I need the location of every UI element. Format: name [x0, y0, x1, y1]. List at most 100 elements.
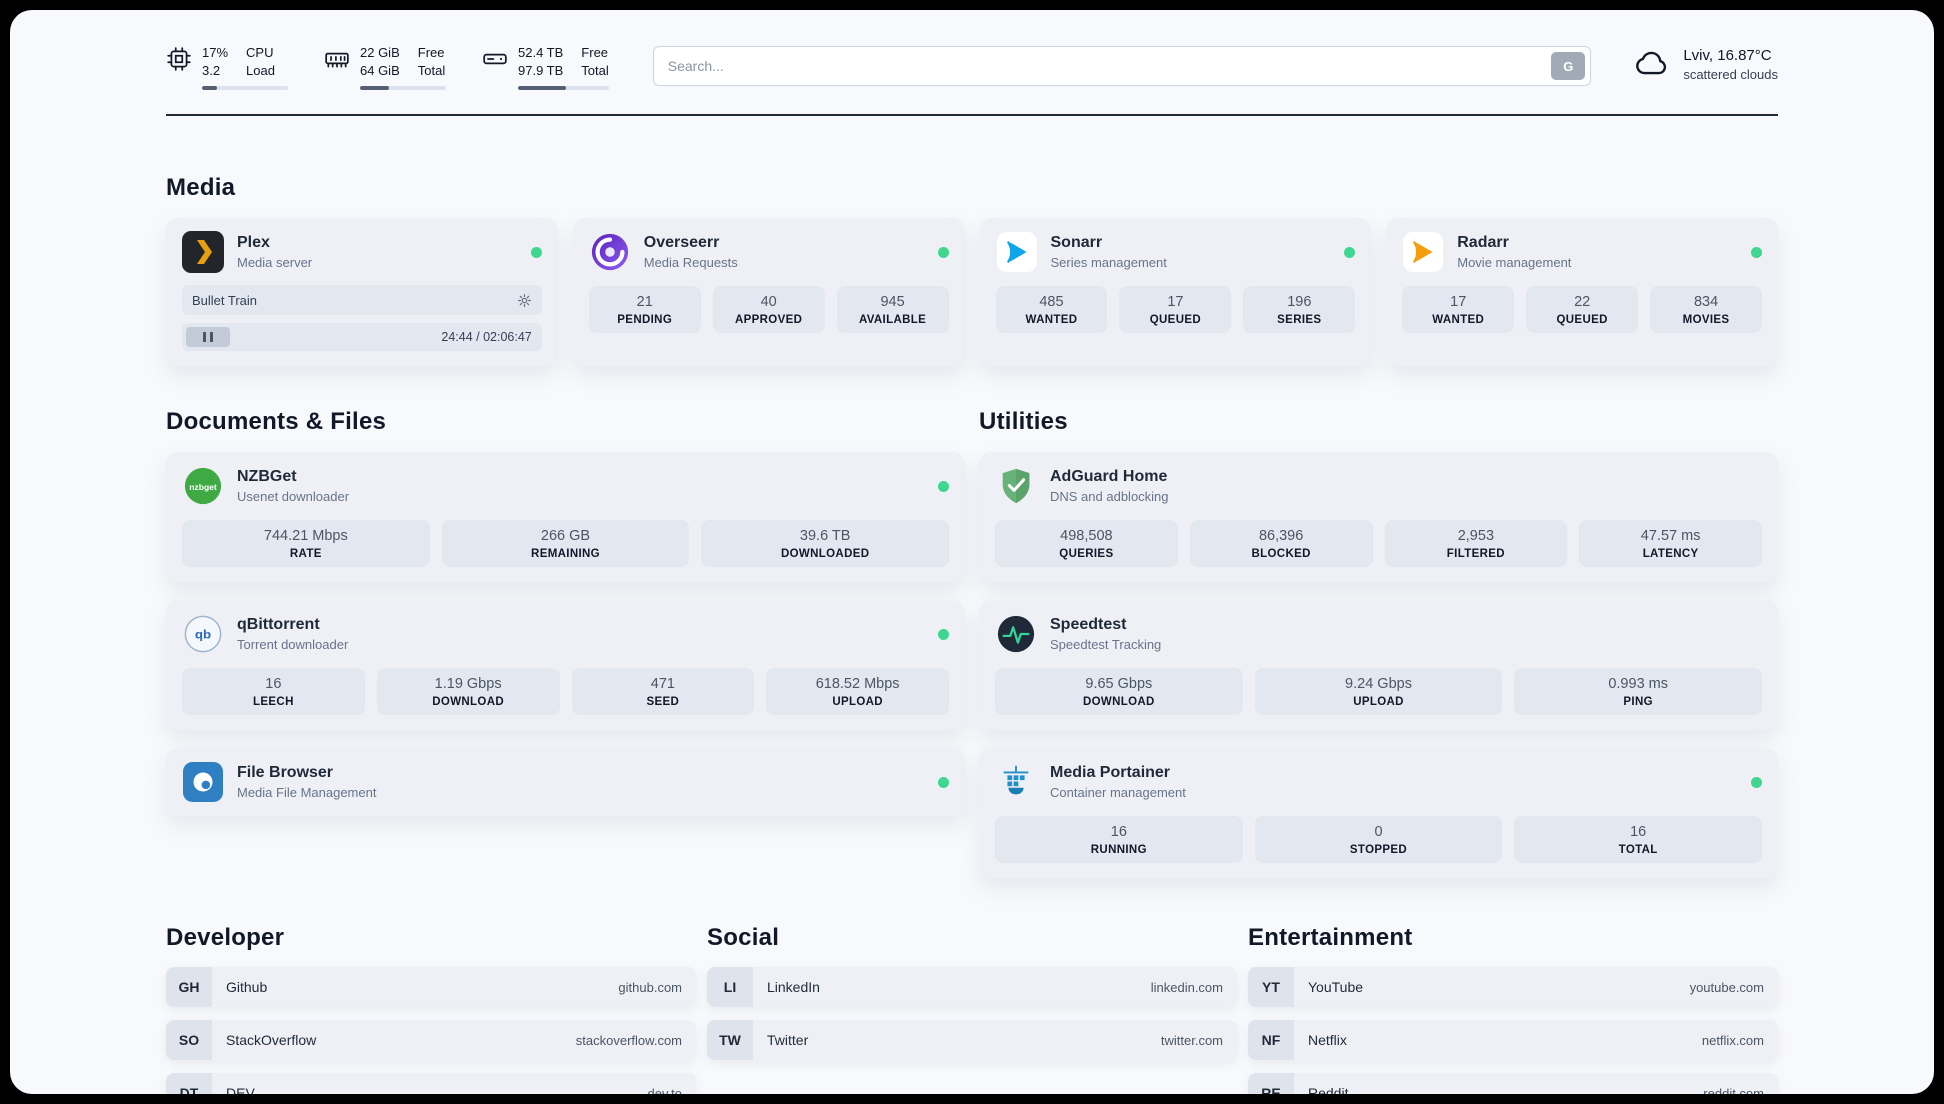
memory-icon — [324, 46, 350, 77]
stat-label: STOPPED — [1349, 844, 1408, 857]
stat-label: WANTED — [1025, 314, 1078, 327]
section-title-developer: Developer — [166, 924, 285, 952]
bookmark-badge: SO — [166, 1020, 212, 1061]
bookmark-name: Twitter — [767, 1032, 809, 1049]
stat-wanted: 485 WANTED — [995, 286, 1108, 334]
status-dot — [1344, 246, 1356, 258]
stat-value: 945 — [880, 294, 905, 311]
cpu-metric: 17% 3.2 CPU Load — [166, 44, 288, 91]
svg-text:nzbget: nzbget — [189, 482, 217, 492]
app-card-nzbget[interactable]: nzbget NZBGet Usenet downloader 744.21 M… — [166, 452, 965, 583]
app-subtitle: Container management — [1050, 785, 1186, 801]
app-name: qBittorrent — [237, 616, 320, 634]
stat-latency: 47.57 ms LATENCY — [1579, 520, 1762, 568]
stat-blocked: 86,396 BLOCKED — [1189, 520, 1373, 568]
stat-pending: 21 PENDING — [588, 286, 701, 334]
cloud-icon — [1633, 46, 1671, 83]
bookmark-url: linkedin.com — [1150, 979, 1223, 995]
stat-movies: 834 MOVIES — [1650, 286, 1763, 334]
stat-label: PING — [1623, 696, 1653, 709]
bookmark-twitter[interactable]: TW Twitter twitter.com — [707, 1020, 1237, 1061]
app-card-sonarr[interactable]: Sonarr Series management 485 WANTED 17 Q… — [979, 218, 1372, 367]
stat-download: 9.65 Gbps DOWNLOAD — [995, 668, 1243, 716]
stat-leech: 16 LEECH — [182, 668, 365, 716]
disk-free-label: Free — [581, 45, 609, 60]
stat-wanted: 17 WANTED — [1402, 286, 1515, 334]
stat-label: WANTED — [1432, 314, 1485, 327]
bookmark-netflix[interactable]: NF Netflix netflix.com — [1248, 1020, 1778, 1061]
now-playing-row: Bullet Train — [182, 285, 542, 316]
stat-value: 21 — [636, 294, 653, 311]
section-documents: Documents & Files nzbget NZBGet Usenet d… — [166, 408, 965, 878]
stat-series: 196 SERIES — [1243, 286, 1356, 334]
stat-value: 266 GB — [540, 528, 591, 545]
cpu-progress-fill — [202, 86, 217, 91]
bookmark-dev[interactable]: DT DEV dev.to — [166, 1073, 696, 1094]
app-card-radarr[interactable]: Radarr Movie management 17 WANTED 22 QUE… — [1386, 218, 1778, 367]
stat-value: 498,508 — [1060, 528, 1113, 545]
stat-label: RATE — [289, 548, 322, 561]
cpu-percent: 17% — [202, 45, 229, 60]
app-card-portainer[interactable]: Media Portainer Container management 16 … — [979, 748, 1778, 879]
stat-label: REMAINING — [531, 548, 600, 561]
stat-ping: 0.993 ms PING — [1514, 668, 1763, 716]
pause-button[interactable] — [186, 327, 230, 348]
bookmark-linkedin[interactable]: LI LinkedIn linkedin.com — [707, 967, 1237, 1008]
stat-value: 485 — [1039, 294, 1064, 311]
app-card-plex[interactable]: Plex Media server Bullet Train 24:44 / — [166, 218, 558, 367]
app-subtitle: Usenet downloader — [237, 489, 350, 505]
memory-total-value: 64 GiB — [360, 62, 400, 78]
header-divider — [166, 114, 1778, 117]
bookmark-name: Reddit — [1308, 1085, 1349, 1094]
disk-progress-track — [518, 86, 609, 91]
stat-filtered: 2,953 FILTERED — [1384, 520, 1568, 568]
app-card-overseerr[interactable]: Overseerr Media Requests 21 PENDING 40 A… — [572, 218, 965, 367]
disk-metric: 52.4 TB 97.9 TB Free Total — [482, 44, 609, 91]
stat-value: 2,953 — [1457, 528, 1495, 545]
section-title-documents: Documents & Files — [166, 408, 387, 436]
app-subtitle: Media Requests — [643, 255, 738, 271]
app-card-qbittorrent[interactable]: qb qBittorrent Torrent downloader 16 — [166, 600, 965, 731]
stat-running: 16 RUNNING — [995, 816, 1243, 864]
gear-icon[interactable] — [517, 293, 532, 308]
cpu-load-value: 3.2 — [202, 62, 221, 78]
cpu-label: CPU — [246, 45, 274, 60]
section-utilities: Utilities AdGuard Home DNS and adblockin… — [979, 408, 1778, 879]
stat-value: 16 — [1630, 824, 1647, 841]
app-name: Plex — [237, 234, 270, 252]
cpu-progress-track — [202, 86, 288, 91]
status-dot — [1751, 246, 1762, 258]
cpu-label-2: Load — [246, 62, 275, 78]
stat-value: 1.19 Gbps — [434, 676, 502, 693]
app-subtitle: Media File Management — [237, 785, 377, 801]
bookmark-youtube[interactable]: YT YouTube youtube.com — [1248, 967, 1778, 1008]
app-card-adguard[interactable]: AdGuard Home DNS and adblocking 498,508 … — [979, 452, 1778, 583]
stat-value: 834 — [1693, 294, 1719, 311]
bookmark-badge: YT — [1248, 967, 1294, 1008]
cpu-icon — [166, 46, 192, 77]
stat-label: DOWNLOADED — [780, 548, 870, 561]
stat-value: 17 — [1450, 294, 1467, 311]
now-playing-title: Bullet Train — [192, 292, 258, 308]
search-bar: G — [652, 46, 1592, 86]
section-title-media: Media — [166, 174, 236, 202]
status-dot — [937, 246, 949, 258]
app-card-speedtest[interactable]: Speedtest Speedtest Tracking 9.65 Gbps D… — [979, 600, 1778, 731]
bookmark-stackoverflow[interactable]: SO StackOverflow stackoverflow.com — [166, 1020, 696, 1061]
stat-value: 17 — [1167, 294, 1184, 311]
bookmark-url: twitter.com — [1160, 1032, 1223, 1048]
section-entertainment: Entertainment YT YouTube youtube.com NF … — [1248, 924, 1778, 1094]
stat-value: 196 — [1287, 294, 1312, 311]
stat-label: SERIES — [1277, 314, 1322, 327]
bookmark-reddit[interactable]: RE Reddit reddit.com — [1248, 1073, 1778, 1094]
bookmark-github[interactable]: GH Github github.com — [166, 967, 696, 1008]
stat-label: QUERIES — [1059, 548, 1114, 561]
memory-free-value: 22 GiB — [360, 45, 400, 60]
section-social: Social LI LinkedIn linkedin.com TW Twitt… — [707, 924, 1237, 1094]
app-card-filebrowser[interactable]: File Browser Media File Management — [166, 748, 965, 817]
app-subtitle: Speedtest Tracking — [1050, 637, 1162, 653]
search-input[interactable] — [653, 58, 1552, 74]
plex-icon — [182, 231, 224, 274]
search-engine-button[interactable]: G — [1551, 52, 1586, 80]
playback-progress-row: 24:44 / 02:06:47 — [182, 323, 542, 352]
